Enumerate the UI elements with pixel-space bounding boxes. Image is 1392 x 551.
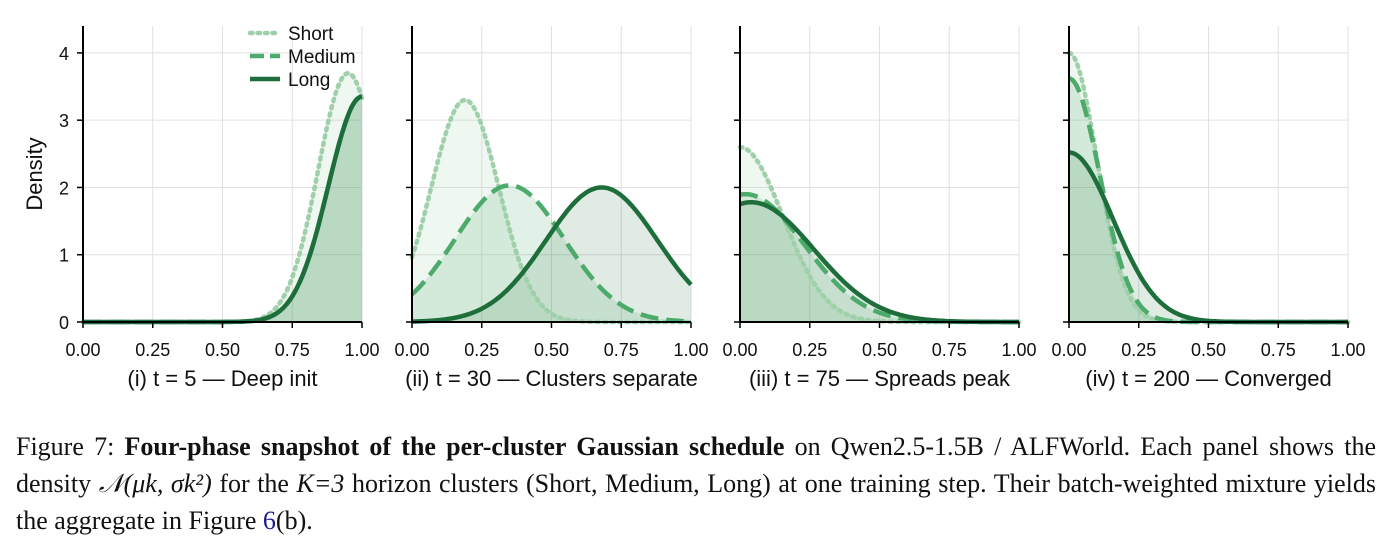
legend-label-long: Long (288, 70, 330, 91)
density-fill-short (412, 100, 691, 322)
legend-label-medium: Medium (288, 47, 356, 68)
caption-bold: Four-phase snapshot of the per-cluster G… (124, 432, 785, 461)
density-fill-short (1069, 52, 1348, 323)
y-tick-label: 2 (59, 178, 69, 198)
density-fill-short (83, 73, 362, 322)
caption-text4: (b). (275, 506, 313, 535)
y-tick-label: 4 (59, 44, 69, 64)
x-tick-label: 1.00 (1330, 340, 1365, 360)
density-fill-long (1069, 152, 1348, 322)
x-tick-label: 0.75 (1261, 340, 1296, 360)
x-tick-label: 0.00 (65, 340, 100, 360)
panel-label: (iii) t = 75 — Spreads peak (749, 366, 1011, 391)
x-tick-label: 0.50 (205, 340, 240, 360)
x-tick-label: 0.00 (722, 340, 757, 360)
density-fill-long (412, 187, 691, 322)
x-tick-label: 0.50 (862, 340, 897, 360)
y-tick-label: 0 (59, 313, 69, 333)
caption-text1: on Qwen2.5-1.5B / ALFWorld. Each panel s… (16, 432, 1376, 498)
x-tick-label: 0.50 (1191, 340, 1226, 360)
density-curve-long (411, 185, 693, 324)
density-fill-medium (740, 194, 1019, 322)
x-tick-label: 1.00 (1001, 340, 1036, 360)
caption-label: Figure 7: (16, 432, 115, 461)
caption-math2: K=3 (296, 469, 345, 498)
y-axis-label: Density (22, 137, 47, 210)
figure-caption: Figure 7: Four-phase snapshot of the per… (16, 428, 1376, 539)
y-tick-label: 1 (59, 246, 69, 266)
legend-label-short: Short (288, 24, 334, 45)
x-tick-label: 0.25 (135, 340, 170, 360)
panel-label: (ii) t = 30 — Clusters separate (405, 366, 698, 391)
panel-label: (i) t = 5 — Deep init (127, 366, 317, 391)
caption-math: 𝒩(μk, σk²) (98, 469, 212, 498)
caption-figure-ref[interactable]: 6 (262, 506, 276, 535)
x-tick-label: 0.75 (932, 340, 967, 360)
density-fill-medium (1069, 78, 1348, 322)
y-tick-label: 3 (59, 111, 69, 131)
density-fill-long (740, 202, 1019, 322)
density-fill-long (83, 96, 362, 322)
x-tick-label: 0.25 (464, 340, 499, 360)
density-fill-medium (412, 185, 691, 322)
x-tick-label: 0.25 (792, 340, 827, 360)
x-tick-label: 0.75 (275, 340, 310, 360)
x-tick-label: 0.25 (1121, 340, 1156, 360)
x-tick-label: 1.00 (344, 340, 379, 360)
density-curve-medium (410, 183, 692, 324)
x-tick-label: 0.00 (1051, 340, 1086, 360)
figure-panels: 0.00 0.25 0.50 0.75 1.00 0 1 2 3 4 Density (i) t = … (22, 24, 1366, 391)
x-tick-label: 1.00 (673, 340, 708, 360)
panel-label: (iv) t = 200 — Converged (1085, 366, 1331, 391)
caption-text3: horizon clusters (Short, Medium, Long) a… (16, 469, 1376, 535)
density-fill-medium (83, 96, 362, 322)
x-tick-label: 0.75 (604, 340, 639, 360)
x-tick-label: 0.50 (534, 340, 569, 360)
caption-text2: for the (219, 469, 289, 498)
x-tick-label: 0.00 (394, 340, 429, 360)
